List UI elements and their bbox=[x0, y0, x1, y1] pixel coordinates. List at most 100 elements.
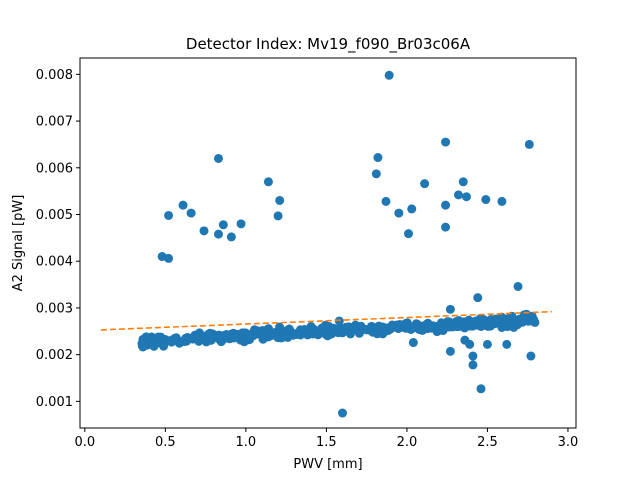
data-point bbox=[441, 322, 451, 332]
y-tick-label: 0.004 bbox=[36, 255, 73, 270]
plot-frame bbox=[79, 57, 577, 429]
data-point bbox=[411, 322, 421, 332]
data-point bbox=[164, 210, 174, 220]
data-point bbox=[475, 314, 485, 324]
x-tick-label: 0.0 bbox=[74, 435, 95, 450]
data-point bbox=[426, 321, 436, 331]
data-point bbox=[171, 333, 181, 343]
x-tick-label: 0.5 bbox=[155, 435, 176, 450]
data-point bbox=[453, 190, 463, 200]
data-point bbox=[526, 351, 536, 361]
data-point bbox=[513, 281, 523, 291]
data-point bbox=[344, 322, 354, 332]
y-tick-label: 0.003 bbox=[36, 301, 73, 316]
data-point bbox=[244, 330, 254, 340]
data-point bbox=[497, 196, 507, 206]
data-point bbox=[266, 328, 276, 338]
data-point bbox=[407, 204, 417, 214]
data-point bbox=[199, 226, 209, 236]
y-tick-label: 0.006 bbox=[36, 161, 73, 176]
data-point bbox=[461, 192, 471, 202]
data-point bbox=[263, 177, 273, 187]
data-point bbox=[329, 326, 339, 336]
x-tick-label: 1.0 bbox=[236, 435, 257, 450]
data-point bbox=[387, 320, 397, 330]
y-axis-label: A2 Signal [pW] bbox=[11, 195, 26, 292]
data-point bbox=[394, 208, 404, 218]
data-point bbox=[481, 320, 491, 330]
data-point bbox=[153, 336, 163, 346]
x-tick-label: 2.5 bbox=[477, 435, 498, 450]
data-point bbox=[258, 334, 268, 344]
data-point bbox=[275, 195, 285, 205]
data-point bbox=[192, 334, 202, 344]
y-tick-label: 0.002 bbox=[36, 348, 73, 363]
data-point bbox=[273, 211, 283, 221]
data-point bbox=[408, 338, 418, 348]
data-point bbox=[384, 70, 394, 80]
data-point bbox=[445, 346, 455, 356]
data-point bbox=[453, 320, 463, 330]
data-point bbox=[281, 329, 291, 339]
y-tick-label: 0.001 bbox=[36, 395, 73, 410]
data-point bbox=[308, 328, 318, 338]
data-point bbox=[445, 304, 455, 314]
data-point bbox=[178, 200, 188, 210]
x-axis-label: PWV [mm] bbox=[293, 457, 362, 472]
data-point bbox=[420, 179, 430, 189]
data-point bbox=[502, 339, 512, 349]
data-point bbox=[236, 219, 246, 229]
data-point bbox=[299, 325, 309, 335]
data-point bbox=[481, 195, 491, 205]
data-point bbox=[441, 200, 451, 210]
data-point bbox=[201, 337, 211, 347]
data-point bbox=[465, 339, 475, 349]
data-point bbox=[519, 315, 529, 325]
data-point bbox=[205, 328, 215, 338]
data-point bbox=[186, 208, 196, 218]
data-point bbox=[524, 139, 534, 149]
data-point bbox=[164, 253, 174, 263]
x-axis-ticks: 0.0 0.5 1.0 1.5 2.0 2.5 3.0 bbox=[74, 428, 578, 450]
data-point bbox=[226, 232, 236, 242]
data-point bbox=[476, 384, 486, 394]
data-point bbox=[404, 229, 414, 239]
data-point bbox=[253, 326, 263, 336]
data-point bbox=[473, 293, 483, 303]
y-axis-ticks: 0.001 0.002 0.003 0.004 0.005 0.006 0.007 0.008 bbox=[36, 68, 80, 410]
data-point bbox=[237, 328, 247, 338]
data-point bbox=[371, 169, 381, 179]
data-point bbox=[356, 321, 366, 331]
data-point bbox=[273, 333, 283, 343]
data-point bbox=[337, 408, 347, 418]
data-point bbox=[218, 220, 228, 230]
data-point bbox=[214, 334, 224, 344]
x-tick-label: 2.0 bbox=[397, 435, 418, 450]
y-tick-label: 0.008 bbox=[36, 68, 73, 83]
data-point bbox=[181, 336, 191, 346]
data-point bbox=[468, 360, 478, 370]
chart-title: Detector Index: Mv19_f090_Br03c06A bbox=[186, 35, 471, 54]
x-tick-label: 1.5 bbox=[316, 435, 337, 450]
data-point bbox=[143, 337, 153, 347]
data-point bbox=[458, 177, 468, 187]
data-point bbox=[213, 153, 223, 163]
data-point bbox=[482, 339, 492, 349]
x-tick-label: 3.0 bbox=[558, 435, 579, 450]
plot-marks bbox=[100, 70, 552, 418]
fit-line bbox=[100, 310, 552, 331]
data-point bbox=[213, 229, 223, 239]
data-point bbox=[373, 153, 383, 163]
data-point bbox=[367, 322, 377, 332]
data-point bbox=[441, 222, 451, 232]
y-tick-label: 0.005 bbox=[36, 208, 73, 223]
data-point bbox=[346, 329, 355, 339]
data-point bbox=[468, 351, 478, 361]
data-point bbox=[230, 331, 240, 341]
data-point bbox=[381, 196, 391, 206]
data-point bbox=[468, 321, 478, 331]
y-tick-label: 0.007 bbox=[36, 115, 73, 130]
data-point bbox=[441, 137, 451, 147]
